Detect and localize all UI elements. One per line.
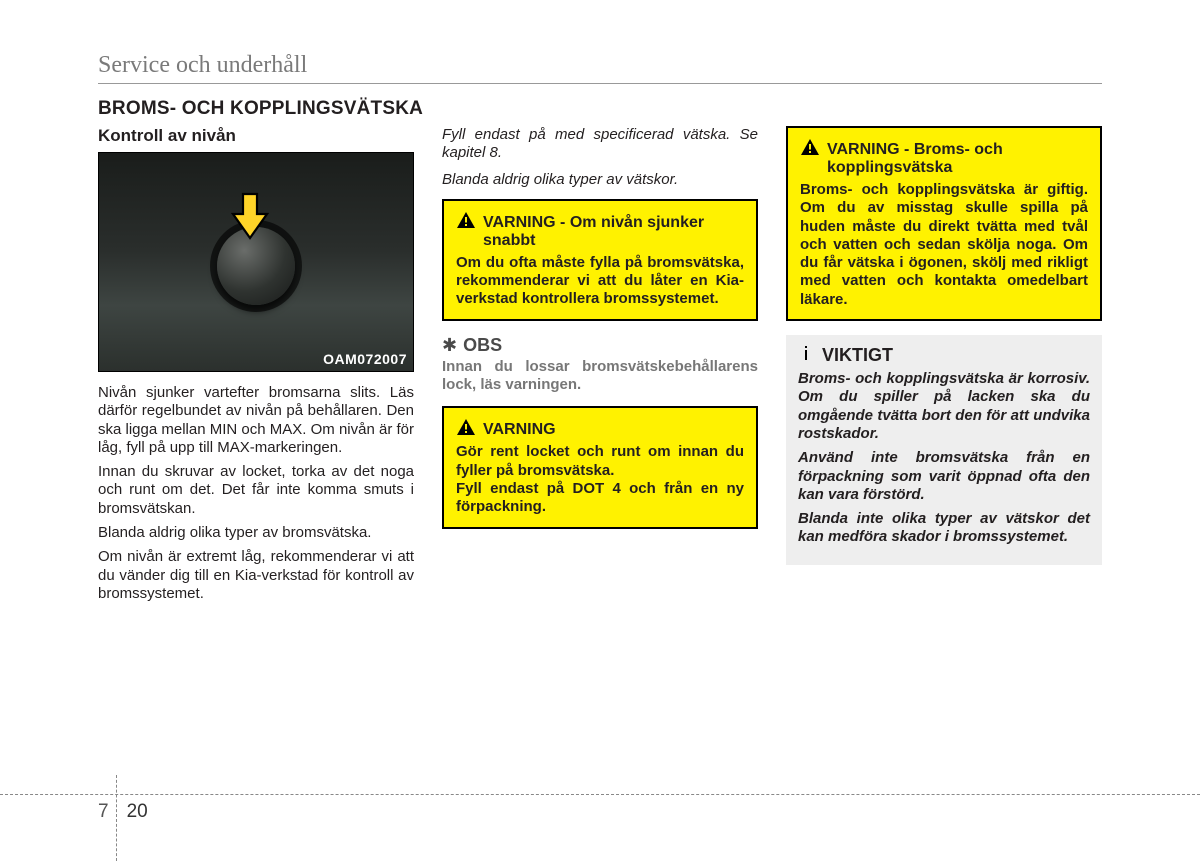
important-head: VIKTIGT (798, 345, 1090, 366)
important-p1: Broms- och kopplingsvätska är korrosiv. … (798, 370, 1090, 443)
obs-label: OBS (463, 335, 502, 356)
column-2: Fyll endast på med specificerad vätska. … (442, 126, 758, 609)
warning-label-3: VARNING (827, 141, 900, 158)
obs-star-icon: ✱ (442, 336, 457, 354)
warning-icon (800, 138, 820, 161)
column-1: Kontroll av nivån OAM072007 Nivån sjunke… (98, 126, 414, 609)
warning-box-toxic: VARNING - Broms- och kopplingsvätska Bro… (786, 126, 1102, 321)
warning-body-3: Broms- och kopplingsvätska är giftig. Om… (800, 181, 1088, 309)
obs-head: ✱ OBS (442, 335, 758, 356)
col1-p4: Om nivån är extremt låg, rekommenderar v… (98, 548, 414, 603)
page-number: 20 (117, 801, 148, 823)
important-box: VIKTIGT Broms- och kopplingsvätska är ko… (786, 335, 1102, 565)
warning-label-1: VARNING (483, 214, 556, 231)
important-p3: Blanda inte olika typer av vätskor det k… (798, 510, 1090, 547)
col1-p1: Nivån sjunker vartefter bromsarna slits.… (98, 384, 414, 457)
divider-top (98, 83, 1102, 84)
col1-p3: Blanda aldrig olika typer av bromsvätska… (98, 524, 414, 542)
warning-label-2: VARNING (483, 421, 556, 439)
warning-head-1: VARNING - Om nivån sjunker snabbt (456, 209, 744, 250)
warning-head-2: VARNING (456, 416, 744, 439)
info-icon (798, 345, 814, 366)
col2-intro2: Blanda aldrig olika typer av vätskor. (442, 171, 758, 189)
warning-icon (456, 418, 476, 441)
col1-subhead: Kontroll av nivån (98, 126, 414, 146)
page-chapter-number: 7 (98, 801, 117, 823)
warning-box-level: VARNING - Om nivån sjunker snabbt Om du … (442, 199, 758, 321)
page-footer: 7 20 (0, 794, 1200, 823)
warning-body-2a: Gör rent locket och runt om innan du fyl… (456, 443, 744, 480)
warning-head-3: VARNING - Broms- och kopplingsvätska (800, 136, 1088, 177)
col1-p2: Innan du skruvar av locket, torka av det… (98, 463, 414, 518)
important-label: VIKTIGT (822, 345, 893, 366)
obs-body: Innan du lossar bromsvätskebehållarens l… (442, 358, 758, 395)
warning-body-2b: Fyll endast på DOT 4 och från en ny förp… (456, 480, 744, 517)
col2-intro1: Fyll endast på med specificerad vätska. … (442, 126, 758, 163)
arrow-down-icon (231, 192, 269, 247)
warning-body-1: Om du ofta måste fylla på bromsvätska, r… (456, 254, 744, 309)
important-p2: Använd inte bromsvätska från en förpackn… (798, 449, 1090, 504)
footer-vertical-dash (116, 775, 117, 861)
chapter-title: Service och underhåll (98, 52, 1102, 79)
section-title: BROMS- OCH KOPPLINGSVÄTSKA (98, 98, 1102, 120)
image-code: OAM072007 (323, 351, 407, 367)
column-3: VARNING - Broms- och kopplingsvätska Bro… (786, 126, 1102, 609)
warning-icon (456, 211, 476, 234)
warning-box-clean: VARNING Gör rent locket och runt om inna… (442, 406, 758, 528)
engine-photo: OAM072007 (98, 152, 414, 372)
